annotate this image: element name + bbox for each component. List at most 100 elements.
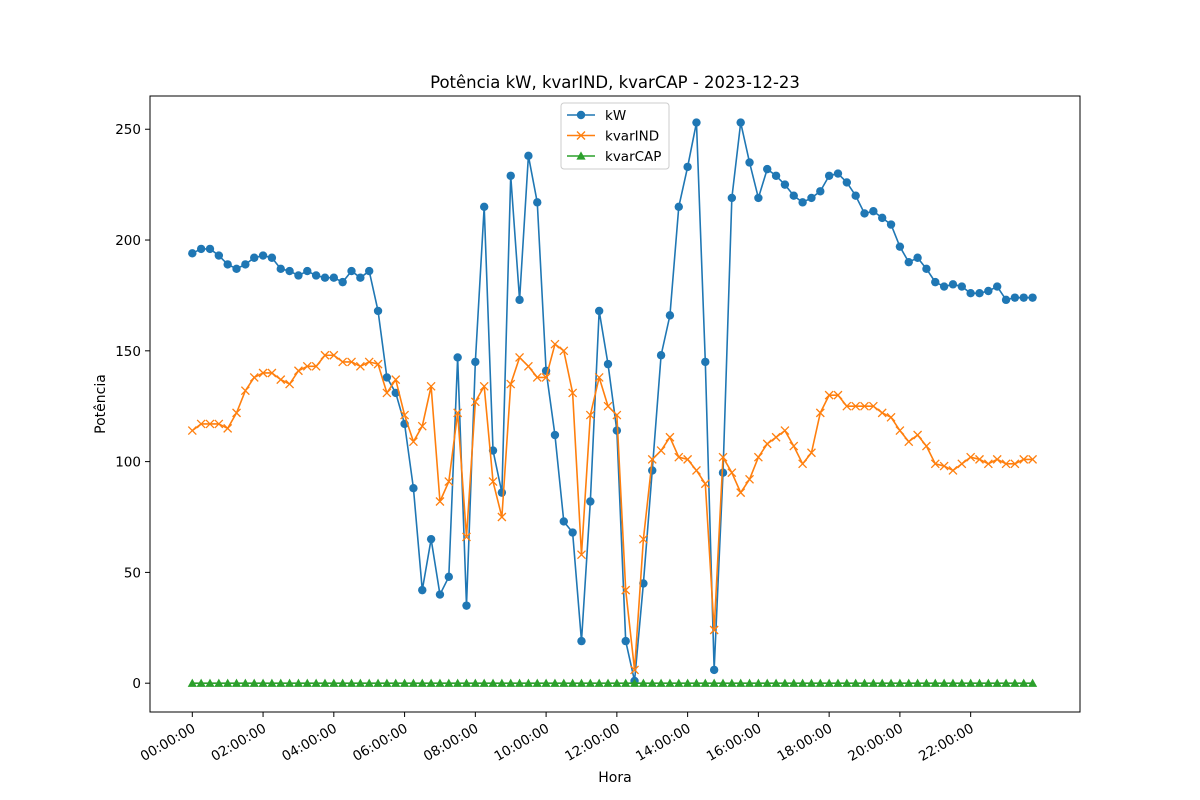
legend-marker: [576, 151, 586, 160]
data-point-kW: [789, 191, 798, 200]
data-point-kW: [479, 202, 489, 211]
data-point-kvarCAP: [559, 678, 569, 687]
data-point-kW: [462, 601, 471, 610]
series-kW: [188, 118, 1037, 686]
data-point-kvarIND: [355, 361, 365, 371]
data-point-kW: [851, 191, 860, 200]
data-point-kvarIND: [559, 346, 569, 356]
data-point-kvarCAP: [700, 678, 710, 687]
data-point-kvarIND: [577, 550, 586, 560]
data-point-kvarIND: [700, 479, 710, 489]
data-point-kvarCAP: [453, 678, 463, 687]
data-point-kvarCAP: [798, 678, 808, 687]
data-point-kvarCAP: [621, 678, 631, 687]
data-point-kvarIND: [506, 379, 516, 389]
data-point-kvarCAP: [859, 678, 870, 687]
data-point-kW: [860, 209, 869, 218]
data-point-kW: [621, 636, 630, 646]
data-point-kvarIND: [205, 419, 215, 429]
data-point-kvarIND: [957, 459, 967, 469]
data-point-kW: [736, 118, 745, 127]
data-point-kvarCAP: [240, 678, 250, 687]
data-point-kW: [515, 295, 524, 305]
data-point-kvarIND: [196, 419, 206, 429]
data-point-kvarIND: [232, 408, 241, 418]
legend-label: kvarIND: [605, 129, 659, 145]
data-point-kW: [922, 264, 931, 274]
data-point-kvarIND: [886, 412, 896, 422]
data-point-kvarCAP: [1001, 678, 1011, 687]
data-point-kvarIND: [736, 488, 746, 498]
data-point-kW: [356, 273, 365, 282]
data-point-kvarCAP: [302, 678, 312, 687]
data-point-kvarIND: [780, 426, 790, 436]
data-point-kvarCAP: [435, 678, 445, 687]
data-point-kvarIND: [364, 357, 374, 367]
data-point-kvarIND: [603, 401, 613, 411]
data-point-kvarCAP: [249, 678, 259, 687]
data-point-kvarIND: [983, 459, 993, 469]
legend-entry-kvarIND: kvarIND: [567, 129, 659, 145]
data-point-kvarCAP: [921, 678, 932, 687]
data-point-kvarIND: [621, 585, 631, 595]
data-point-kW: [984, 286, 993, 296]
data-point-kW: [780, 180, 790, 189]
data-point-kvarCAP: [373, 678, 383, 687]
data-point-kW: [931, 277, 940, 287]
data-point-kvarIND: [921, 441, 931, 451]
data-point-kvarIND: [692, 466, 701, 475]
data-point-kW: [258, 251, 268, 260]
data-point-kvarIND: [762, 439, 772, 449]
data-point-kvarCAP: [576, 678, 587, 687]
data-point-kvarCAP: [948, 678, 958, 687]
data-point-kvarIND: [488, 477, 498, 487]
chart-title: Potência kW, kvarIND, kvarCAP - 2023-12-…: [430, 73, 800, 92]
data-point-kW: [824, 171, 834, 180]
data-point-kvarIND: [453, 408, 463, 418]
data-point-kvarCAP: [762, 678, 772, 687]
data-point-kW: [665, 311, 675, 320]
data-point-kW: [347, 266, 356, 276]
data-point-kvarIND: [214, 419, 224, 429]
data-point-kvarIND: [1010, 459, 1020, 469]
data-point-kvarCAP: [338, 678, 348, 687]
data-point-kvarCAP: [399, 678, 410, 687]
data-point-kW: [559, 517, 568, 526]
series-kvarCAP: [187, 678, 1038, 687]
data-point-kvarIND: [249, 372, 259, 382]
data-point-kvarCAP: [231, 678, 242, 687]
data-point-kW: [745, 158, 754, 167]
data-point-kvarCAP: [382, 678, 392, 687]
data-point-kvarCAP: [957, 678, 967, 687]
data-point-kvarCAP: [806, 678, 817, 687]
data-point-kvarIND: [444, 477, 454, 487]
data-point-kvarCAP: [320, 678, 330, 687]
data-point-kvarIND: [1028, 454, 1038, 464]
data-point-kvarIND: [674, 452, 684, 462]
data-point-kvarIND: [532, 372, 542, 382]
data-point-kW: [241, 260, 250, 269]
data-point-kvarCAP: [568, 678, 578, 687]
data-point-kW: [771, 171, 781, 180]
data-point-kvarIND: [391, 375, 401, 385]
data-point-kvarCAP: [391, 678, 401, 687]
data-point-kvarIND: [338, 357, 348, 367]
data-point-kW: [311, 271, 321, 280]
data-point-kW: [709, 665, 719, 675]
data-point-kvarIND: [798, 459, 808, 469]
data-point-kvarIND: [877, 408, 887, 418]
data-point-kW: [435, 590, 445, 599]
data-point-kW: [727, 193, 737, 203]
data-point-kvarCAP: [992, 678, 1002, 687]
data-point-kW: [992, 282, 1002, 291]
data-point-kvarCAP: [594, 678, 604, 687]
legend-marker: [576, 131, 586, 140]
legend-entry-kvarCAP: kvarCAP: [567, 149, 661, 165]
data-point-kvarCAP: [629, 678, 640, 687]
legend-entry-kW: kW: [567, 108, 626, 124]
data-point-kvarCAP: [691, 678, 702, 687]
data-point-kW: [232, 264, 241, 274]
data-point-kvarIND: [789, 441, 799, 451]
data-point-kvarIND: [258, 368, 268, 378]
data-point-kvarCAP: [868, 678, 878, 687]
